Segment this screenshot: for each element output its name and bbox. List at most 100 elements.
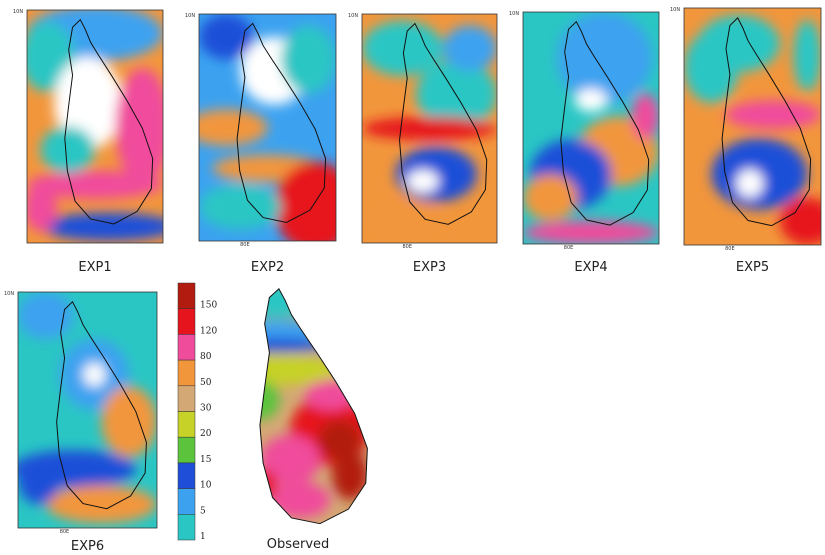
map-panel: 10N 80E EXP4 [509,11,660,275]
colorbar-label: 5 [200,506,206,516]
rain-blob [40,212,163,241]
map-panel: 10N 80E EXP2 [185,13,337,275]
panel-frame [198,13,337,242]
rain-blob [259,338,330,352]
colorbar-swatch [177,334,196,361]
panel-label: EXP4 [574,260,607,275]
colorbar-label: 20 [200,429,212,439]
colorbar-label: 120 [200,326,217,336]
colorbar-label: 80 [200,352,212,362]
colorbar-label: 150 [200,301,217,311]
colorbar-swatch [177,462,196,489]
rain-blob [259,470,277,500]
colorbar-label: 1 [200,532,206,542]
colorbar: 150 120 80 50 30 20 15 10 5 1 [177,282,217,542]
rain-blob [281,25,336,94]
corner-label: 80E [564,245,574,251]
panel-frame [683,7,822,246]
panel-frame [361,13,498,244]
corner-label: 10N [670,7,680,13]
rain-blob [27,184,57,232]
rain-blob [54,56,123,150]
colorbar-swatch [177,514,196,541]
field-blobs [684,15,821,245]
field-blobs [27,10,163,241]
observed-map: Observed [259,288,368,552]
rain-blob [362,20,443,76]
corner-label: 10N [509,11,519,17]
rain-blob [523,220,659,244]
panel-frame [26,9,164,244]
rain-blob [260,435,320,485]
map-field [684,8,821,245]
rain-blob [332,450,368,500]
coastline [560,20,650,226]
rain-blob [40,126,95,174]
rain-blob [274,161,336,241]
colorbar-swatch [177,308,196,335]
rain-blob [406,169,439,193]
panel-label: Observed [267,537,330,552]
rain-blob [725,100,821,129]
rain-blob [259,288,315,318]
panel-label: EXP3 [413,260,446,275]
rain-blob [27,170,163,199]
rain-blob [523,174,578,221]
rain-blob [305,380,355,410]
map-field [362,14,497,243]
colorbar-label: 10 [200,481,212,491]
rain-blob [557,12,653,105]
rain-blob [684,31,739,103]
rain-blob [199,14,254,60]
panel-frame [17,291,158,529]
field-blobs [199,14,336,241]
map-panel: 10N 80E EXP5 [670,7,822,275]
rain-blob [115,68,163,185]
rain-blob [318,420,362,460]
corner-label: 10N [13,9,23,15]
rain-blob [736,169,764,198]
map-field [199,14,336,241]
rain-blob [362,201,443,239]
rain-blob [270,482,330,518]
coastline [259,288,368,525]
colorbar-swatch [177,359,196,387]
corner-label: 80E [725,246,735,252]
rain-blob [259,380,280,420]
panel-label: EXP1 [78,260,111,275]
coastline [64,18,154,225]
coastline [236,22,327,223]
colorbar-swatch [177,282,196,309]
rain-blob [18,292,74,340]
colorbar-swatch [177,436,196,464]
rain-blob [259,320,330,340]
corner-label: 80E [60,529,70,535]
coastline [721,17,812,227]
rain-blob [574,88,608,112]
map-panel: 10N 80E EXP3 [348,13,498,275]
corner-label: 10N [185,13,195,19]
map-field [18,292,157,528]
map-field [27,10,163,243]
rain-blob [793,19,821,91]
colorbar-label: 50 [200,378,212,388]
map-panel: 10N EXP1 [13,9,164,275]
rain-blob [362,117,497,140]
coastline [399,22,488,225]
panel-label: EXP6 [71,539,104,554]
coastline [56,301,147,510]
observed-field [259,288,368,524]
rain-blob [631,93,659,140]
field-blobs [18,292,157,524]
corner-label: 10N [4,291,14,297]
map-field [523,12,659,244]
corner-label: 10N [348,13,358,19]
colorbar-label: 30 [200,404,212,414]
rain-blob [416,59,497,129]
colorbar-label: 15 [200,455,212,465]
rain-blob [18,457,60,505]
rain-blob [259,355,340,385]
field-blobs [523,12,659,244]
panel-label: EXP2 [251,260,284,275]
